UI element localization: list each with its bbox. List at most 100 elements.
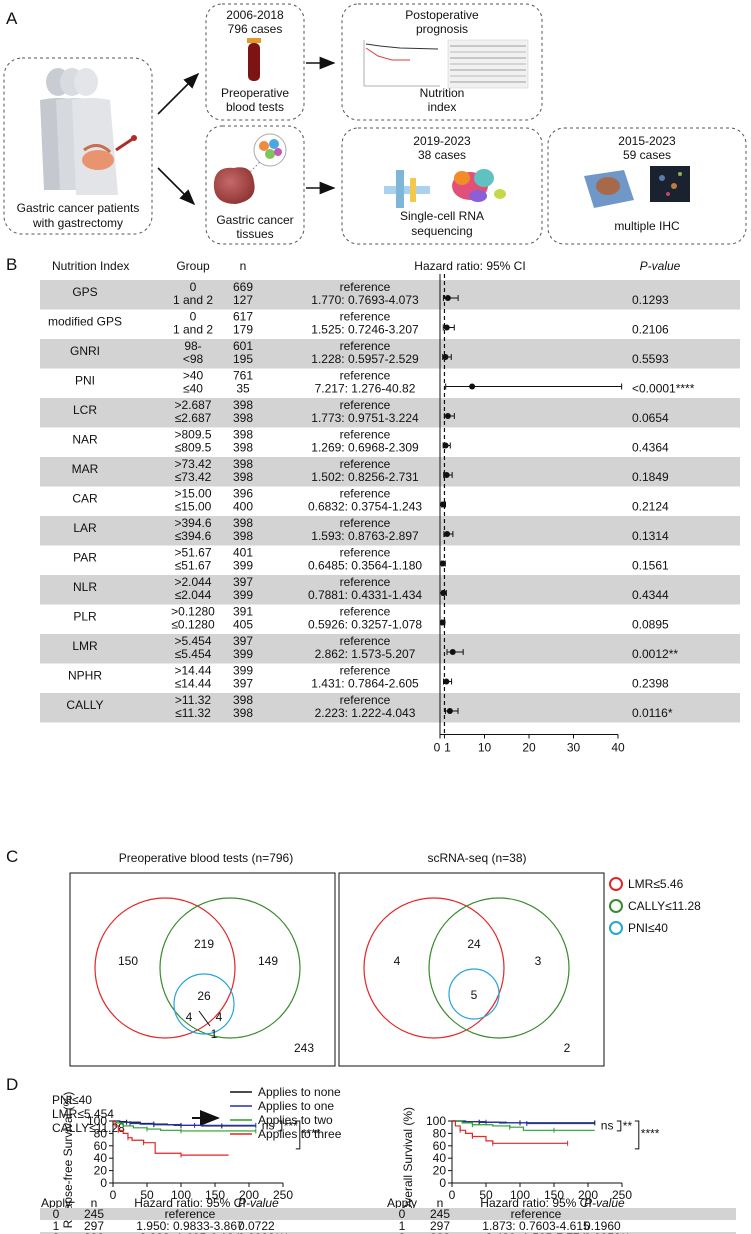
table-cell: 1.873: 0.7603-4.615: [482, 1219, 590, 1233]
km-legend: Applies to none Applies to one Applies t…: [230, 1085, 342, 1141]
forest-row-group-ref: 98-: [184, 339, 201, 353]
panel-label-b: B: [6, 255, 17, 274]
km-sig-bracket-outer: [634, 1120, 640, 1150]
km-y-tick-label: 100: [426, 1114, 446, 1128]
prognosis-title-line2: prognosis: [416, 22, 468, 36]
patients-label-line2: with gastrectomy: [32, 216, 123, 230]
venn-right-title: scRNA-seq (n=38): [427, 851, 526, 865]
table-cell: 245: [84, 1207, 104, 1221]
forest-estimate-point: [446, 708, 453, 714]
prognosis-box: [341, 3, 543, 121]
forest-estimate-point: [440, 590, 447, 596]
table-cell: 1: [53, 1219, 60, 1233]
forest-estimate-point: [443, 472, 450, 478]
forest-row-index: NAR: [72, 433, 98, 447]
forest-row-pvalue: <0.0001****: [632, 382, 695, 396]
venn-left-all-three: 26: [197, 989, 211, 1003]
km-y-tick-label: 60: [433, 1139, 447, 1153]
col-header-p: P-value: [640, 259, 681, 273]
arrow-to-tissue: [157, 167, 196, 206]
patients-box: [3, 57, 153, 235]
forest-row-reference: reference: [340, 575, 391, 589]
km-y-tick-label: 0: [100, 1176, 107, 1190]
forest-row-hr: 1.269: 0.6968-2.309: [311, 441, 419, 455]
km-sig3-label: ****: [641, 1126, 660, 1140]
forest-row-group-ref: >11.32: [175, 693, 211, 707]
venn-left-cally-circle: [159, 897, 301, 1039]
ihc-image-icon: [650, 166, 690, 202]
forest-row-n-ref: 397: [233, 575, 253, 589]
forest-row-index: GNRI: [70, 344, 100, 358]
tissue-label-line2: tissues: [236, 227, 273, 241]
forest-row-group-test: ≤73.42: [175, 470, 212, 484]
legend-lmr-marker: [609, 877, 623, 891]
km-sig2-label: ***: [284, 1119, 298, 1133]
km-x-tick-label: 200: [239, 1188, 259, 1202]
forest-row-reference: reference: [340, 310, 391, 324]
umap-clusters-icon: [452, 169, 506, 202]
forest-row-pvalue: 0.0012**: [632, 647, 678, 661]
forest-row-group-ref: >51.67: [174, 546, 211, 560]
forest-row-pvalue: 0.2398: [632, 677, 669, 691]
forest-row-group-test: ≤40: [183, 382, 203, 396]
forest-tick-label: 1: [444, 741, 451, 755]
forest-row-group-ref: 0: [190, 280, 197, 294]
forest-row-index: CAR: [72, 492, 98, 506]
forest-row-shade: [40, 516, 740, 546]
venn-right-lmr-only: 4: [394, 954, 401, 968]
km-ns-label: ns: [262, 1118, 275, 1132]
km-x-tick-label: 50: [479, 1188, 493, 1202]
forest-row-n-test: 398: [233, 529, 253, 543]
km-x-tick-label: 200: [578, 1188, 598, 1202]
forest-row-n-test: 405: [233, 618, 253, 632]
forest-row-group-test: ≤51.67: [175, 559, 212, 573]
forest-row-n-ref: 398: [233, 516, 253, 530]
forest-row-reference: reference: [340, 546, 391, 560]
forest-row-group-test: 1 and 2: [173, 293, 213, 307]
scrna-cases: 38 cases: [418, 148, 466, 162]
forest-estimate-point: [444, 413, 451, 419]
col-header-group: Group: [176, 259, 210, 273]
table-cell: 228: [430, 1231, 450, 1234]
forest-row-shade: [40, 693, 740, 723]
forest-row-index: LAR: [73, 521, 97, 535]
forest-row-n-test: 179: [233, 323, 253, 337]
forest-row-index: PAR: [73, 551, 97, 565]
km-sig-bracket: [616, 1120, 622, 1132]
forest-row-index: PLR: [73, 610, 97, 624]
table-header: Hazard ratio: 95% CI: [480, 1196, 591, 1210]
prognosis-title-line1: Postoperative: [405, 8, 479, 22]
forest-row-group-ref: >2.044: [174, 575, 211, 589]
legend-lmr-label: LMR≤5.46: [628, 877, 684, 891]
table-header: Apply: [41, 1196, 71, 1210]
forest-row-index: modified GPS: [48, 315, 122, 329]
tissue-box: [205, 125, 305, 245]
panel-label-a: A: [6, 9, 18, 28]
ihc-slide-icon: [584, 170, 634, 208]
arrow-to-blood: [157, 72, 200, 115]
forest-row-group-ref: >73.42: [174, 457, 211, 471]
forest-row-n-test: 195: [233, 352, 253, 366]
forest-row-pvalue: 0.4364: [632, 441, 669, 455]
km-y-label: Relapse-free Survival (%): [61, 1092, 75, 1229]
km-y-tick-label: 20: [433, 1164, 447, 1178]
forest-row-shade: [40, 398, 740, 428]
km-y-tick-label: 60: [94, 1139, 108, 1153]
forest-row-n-test: 397: [233, 677, 253, 691]
km-y-tick-label: 80: [433, 1126, 447, 1140]
forest-row-hr: 1.502: 0.8256-2.731: [311, 470, 419, 484]
table-cell: 0.0722: [238, 1219, 275, 1233]
forest-row-group-test: ≤2.687: [175, 411, 212, 425]
criteria-line2: LMR≤5.454: [52, 1107, 114, 1121]
mini-table: [447, 39, 529, 89]
col-header-n: n: [240, 259, 247, 273]
forest-row-n-test: 398: [233, 411, 253, 425]
forest-row-index: NLR: [73, 580, 97, 594]
forest-row-group-test: 1 and 2: [173, 323, 213, 337]
table-row-shade: [386, 1208, 736, 1220]
forest-row-group-test: ≤0.1280: [171, 618, 215, 632]
legend-pni-label: PNI≤40: [628, 921, 668, 935]
col-header-hr: Hazard ratio: 95% CI: [414, 259, 525, 273]
forest-row-reference: reference: [340, 280, 391, 294]
